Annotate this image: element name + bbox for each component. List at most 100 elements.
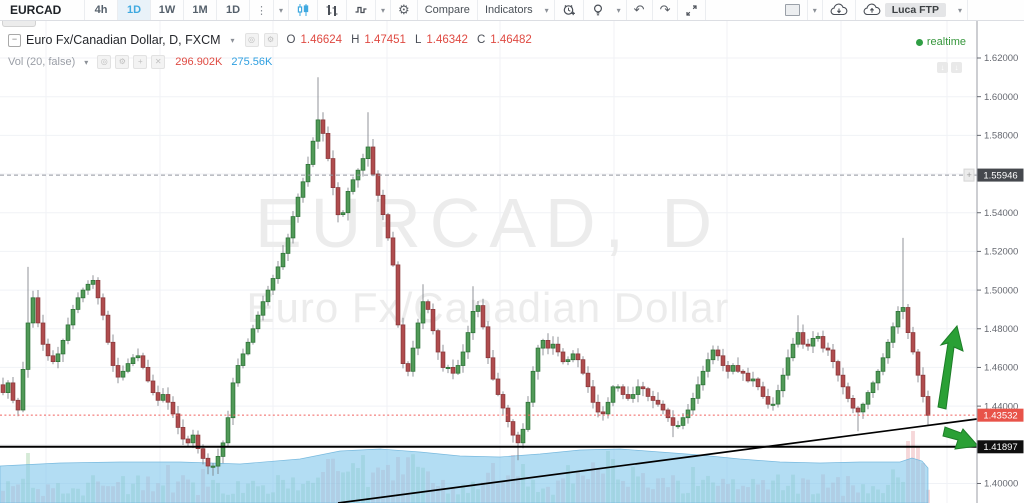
svg-text:1.50000: 1.50000 bbox=[984, 285, 1018, 296]
plus-icon[interactable]: + bbox=[133, 55, 148, 69]
timeframe-1d2-button[interactable]: 1D bbox=[217, 0, 250, 20]
candles-layer bbox=[0, 77, 931, 476]
layout-single-icon bbox=[784, 4, 800, 16]
gear-icon[interactable]: ⚙ bbox=[115, 55, 130, 69]
create-alert-button[interactable] bbox=[555, 0, 584, 20]
chart-type-candles-button[interactable] bbox=[289, 0, 319, 20]
account-dropdown-button[interactable]: ▾ bbox=[953, 0, 968, 20]
svg-text:1.62000: 1.62000 bbox=[984, 53, 1018, 64]
support-price-badge bbox=[977, 440, 1024, 454]
chevron-down-icon: ▾ bbox=[544, 5, 549, 15]
chart-type-bars-button[interactable] bbox=[318, 0, 348, 20]
redo-icon: ↷ bbox=[659, 2, 671, 17]
small-down-right-arrow bbox=[942, 426, 979, 450]
chevron-down-icon: ▾ bbox=[957, 5, 962, 15]
ideas-button[interactable] bbox=[584, 0, 612, 20]
price-axis: 1.62000 1.60000 1.58000 1.54000 1.52000 1.500… bbox=[963, 20, 1024, 503]
step-line-icon bbox=[354, 3, 368, 17]
ideas-dropdown-button[interactable]: ▾ bbox=[612, 0, 627, 20]
chevron-down-icon: ▾ bbox=[812, 5, 817, 15]
volume-value: 296.902K bbox=[175, 56, 223, 68]
close-icon[interactable]: ✕ bbox=[151, 55, 166, 69]
fullscreen-button[interactable] bbox=[678, 0, 707, 20]
undo-icon: ↶ bbox=[633, 2, 645, 17]
timeframe-1w-button[interactable]: 1W bbox=[151, 0, 184, 20]
chart-type-dropdown-button[interactable]: ▾ bbox=[376, 0, 392, 20]
svg-text:1.60000: 1.60000 bbox=[984, 92, 1018, 103]
chevron-down-icon[interactable]: ▾ bbox=[230, 35, 235, 45]
eye-icon[interactable]: ◎ bbox=[97, 55, 112, 69]
indicators-dropdown-button[interactable]: ▾ bbox=[540, 0, 555, 20]
close-value: 1.46482 bbox=[490, 34, 532, 46]
timeframe-4h-button[interactable]: 4h bbox=[85, 0, 118, 20]
svg-text:1.54000: 1.54000 bbox=[984, 208, 1018, 219]
level-lines bbox=[0, 174, 978, 503]
open-label: O bbox=[286, 34, 296, 46]
low-label: L bbox=[414, 34, 422, 46]
save-layout-button[interactable]: Luca FTP bbox=[856, 0, 953, 20]
svg-text:1.44000: 1.44000 bbox=[984, 401, 1018, 412]
eye-icon[interactable]: ◎ bbox=[244, 33, 259, 47]
svg-text:+: + bbox=[967, 170, 972, 180]
chevron-down-icon[interactable]: ▾ bbox=[84, 57, 89, 67]
cloud-account-label[interactable]: Luca FTP bbox=[884, 3, 946, 17]
timeframe-1m-button[interactable]: 1M bbox=[184, 0, 217, 20]
realtime-label: realtime bbox=[926, 36, 966, 48]
svg-text:1.52000: 1.52000 bbox=[984, 247, 1018, 258]
alarm-clock-plus-icon bbox=[562, 3, 576, 17]
scroll-down-icon[interactable]: ↓ bbox=[951, 62, 962, 73]
drawing-toolbar-handle[interactable] bbox=[2, 20, 36, 27]
svg-text:1.43532: 1.43532 bbox=[983, 411, 1017, 422]
low-value: 1.46342 bbox=[426, 34, 468, 46]
series-legend: − Euro Fx/Canadian Dollar, D, FXCM ▾ ◎ ⚙… bbox=[8, 33, 532, 47]
layout-button[interactable] bbox=[778, 0, 808, 20]
timeframe-1d-button[interactable]: 1D bbox=[118, 0, 151, 20]
undo-button[interactable]: ↶ bbox=[627, 0, 653, 20]
lightbulb-icon bbox=[591, 3, 605, 17]
candlestick-icon bbox=[296, 3, 310, 17]
layout-dropdown-button[interactable]: ▾ bbox=[808, 0, 823, 20]
toolbar-spacer bbox=[706, 0, 777, 20]
compare-button[interactable]: Compare bbox=[418, 0, 478, 20]
big-up-arrow bbox=[937, 324, 964, 410]
svg-text:1.41897: 1.41897 bbox=[983, 442, 1017, 453]
chart-type-step-line-button[interactable] bbox=[347, 0, 377, 20]
alert-plus-icon bbox=[963, 168, 975, 182]
svg-text:1.58000: 1.58000 bbox=[984, 131, 1018, 142]
load-layout-button[interactable] bbox=[823, 0, 856, 20]
arrow-annotations bbox=[937, 324, 979, 450]
alert-price-badge bbox=[977, 168, 1024, 182]
redo-button[interactable]: ↷ bbox=[653, 0, 679, 20]
more-intervals-button[interactable]: ⋮ bbox=[250, 0, 274, 20]
top-toolbar: EURCAD 4h 1D 1W 1M 1D ⋮ ▾ bbox=[0, 0, 1024, 21]
symbol-button[interactable]: EURCAD bbox=[0, 0, 85, 20]
intervals-dropdown-button[interactable]: ▾ bbox=[274, 0, 290, 20]
scroll-down-icon[interactable]: ↓ bbox=[937, 62, 948, 73]
volume-ma-value: 275.56K bbox=[231, 56, 273, 68]
svg-text:EURCAD, D: EURCAD, D bbox=[255, 184, 721, 262]
settings-button[interactable]: ⚙ bbox=[391, 0, 418, 20]
volume-legend: Vol (20, false) ▾ ◎ ⚙ + ✕ 296.902K 275.5… bbox=[8, 55, 272, 69]
volume-ma-area bbox=[0, 448, 929, 503]
indicators-button[interactable]: Indicators bbox=[484, 4, 533, 16]
chevron-down-icon: ▾ bbox=[279, 5, 284, 15]
scale-buttons: ↓ ↓ bbox=[937, 62, 962, 73]
volume-study-title[interactable]: Vol (20, false) bbox=[8, 56, 76, 68]
collapse-icon[interactable]: − bbox=[8, 33, 21, 47]
svg-text:1.40000: 1.40000 bbox=[984, 479, 1018, 490]
symbol-title[interactable]: Euro Fx/Canadian Dollar, D, FXCM bbox=[26, 33, 221, 47]
cloud-download-icon bbox=[830, 3, 848, 17]
kebab-icon: ⋮ bbox=[256, 4, 267, 17]
last-price-badge bbox=[977, 408, 1024, 422]
svg-text:1.46000: 1.46000 bbox=[984, 363, 1018, 374]
open-value: 1.46624 bbox=[300, 34, 343, 46]
gear-icon[interactable]: ⚙ bbox=[263, 33, 278, 47]
watermark: EURCAD, D Euro Fx/Canadian Dollar bbox=[247, 184, 729, 331]
svg-text:1.55946: 1.55946 bbox=[983, 170, 1017, 181]
chevron-down-icon: ▾ bbox=[616, 5, 621, 15]
bars-icon bbox=[325, 3, 339, 17]
cloud-upload-icon bbox=[863, 3, 881, 17]
chevron-down-icon: ▾ bbox=[381, 5, 386, 15]
